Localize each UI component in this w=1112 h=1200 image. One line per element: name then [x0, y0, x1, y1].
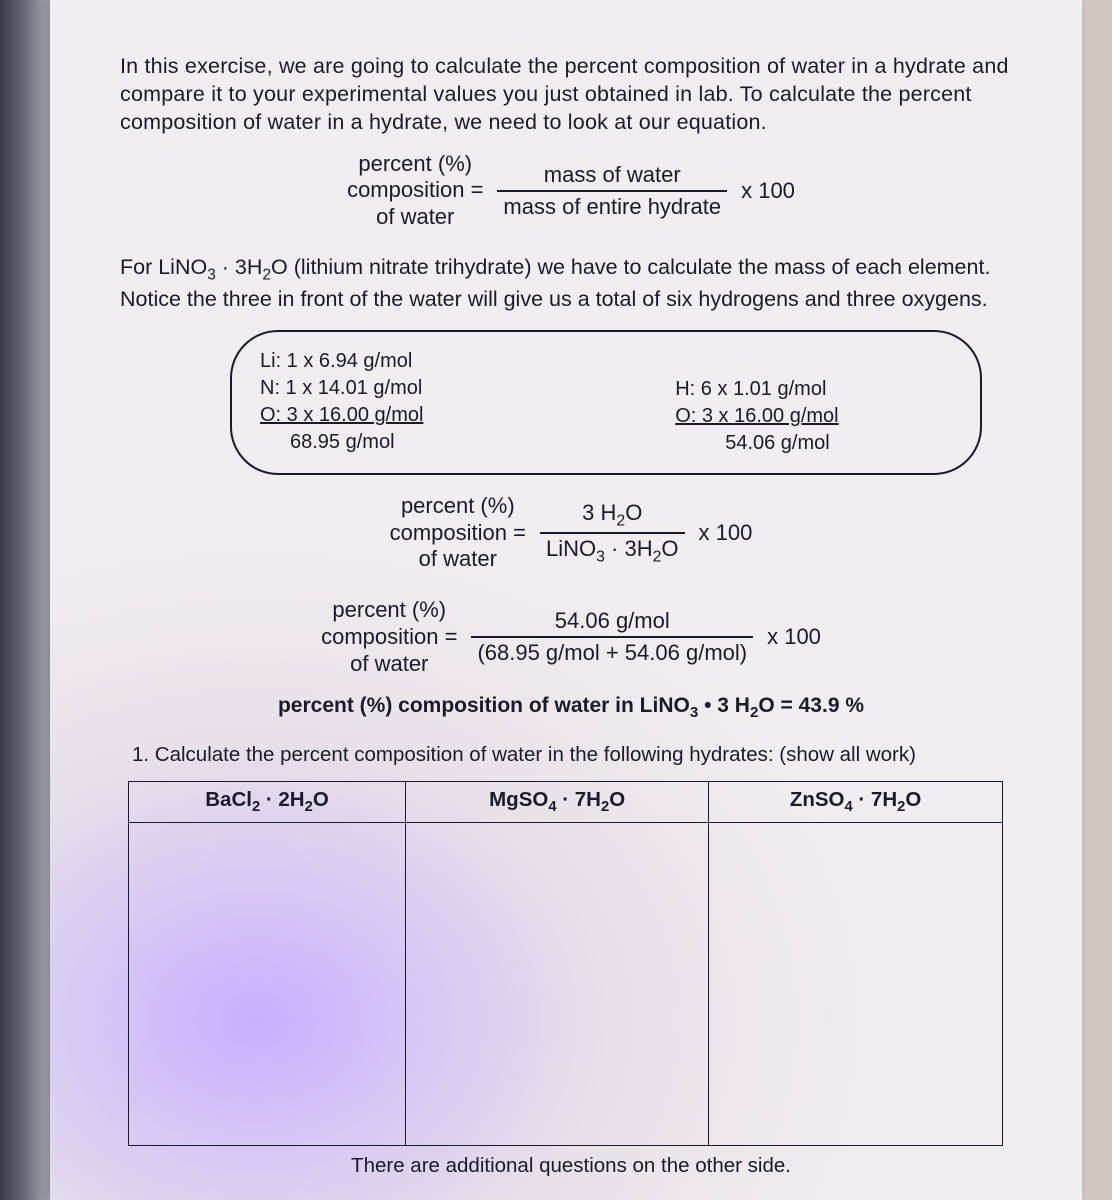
eq-suffix: x 100 [741, 178, 795, 204]
sum-left: 68.95 g/mol [290, 431, 641, 454]
explanation-paragraph: For LiNO3 · 3H2O (lithium nitrate trihyd… [120, 253, 1022, 314]
eq3-suffix: x 100 [767, 624, 821, 650]
h-row: H: 6 x 1.01 g/mol [675, 378, 952, 401]
anhydrous-column: Li: 1 x 6.94 g/mol N: 1 x 14.01 g/mol O:… [260, 346, 641, 459]
work-table: BaCl2 · 2H2O MgSO4 · 7H2O ZnSO4 · 7H2O [128, 781, 1003, 1146]
lhs-line2: composition = [347, 177, 483, 204]
o-right-row: O: 3 x 16.00 g/mol [675, 405, 952, 428]
eq2-fraction: 3 H2O LiNO3 · 3H2O [540, 498, 685, 569]
table-header-row: BaCl2 · 2H2O MgSO4 · 7H2O ZnSO4 · 7H2O [129, 781, 1003, 822]
eq2-den: LiNO3 · 3H2O [540, 534, 685, 568]
water-column: H: 6 x 1.01 g/mol O: 3 x 16.00 g/mol 54.… [675, 346, 952, 459]
eq3-lhs: percent (%) composition = of water [321, 597, 457, 677]
col-mgso4: MgSO4 · 7H2O [406, 781, 709, 822]
equation-numeric: percent (%) composition = of water 54.06… [120, 597, 1022, 677]
sum-right: 54.06 g/mol [725, 432, 952, 455]
eq2-num: 3 H2O [576, 498, 648, 532]
col-bacl2: BaCl2 · 2H2O [129, 781, 406, 822]
eq3-fraction: 54.06 g/mol (68.95 g/mol + 54.06 g/mol) [471, 606, 753, 668]
lhs-line3: of water [376, 204, 454, 231]
n-row: N: 1 x 14.01 g/mol [260, 377, 641, 400]
question-1: 1. Calculate the percent composition of … [132, 743, 1022, 767]
li-row: Li: 1 x 6.94 g/mol [260, 350, 641, 373]
equation-general: percent (%) composition = of water mass … [120, 151, 1022, 231]
mass-calculation-box: Li: 1 x 6.94 g/mol N: 1 x 14.01 g/mol O:… [230, 330, 982, 475]
equation-symbolic: percent (%) composition = of water 3 H2O… [120, 493, 1022, 573]
eq-fraction: mass of water mass of entire hydrate [497, 160, 727, 222]
eq-denominator: mass of entire hydrate [497, 192, 727, 222]
eq3-den: (68.95 g/mol + 54.06 g/mol) [471, 638, 753, 668]
table-work-row [129, 822, 1003, 1145]
eq-numerator: mass of water [538, 160, 687, 190]
intro-paragraph: In this exercise, we are going to calcul… [120, 52, 1022, 137]
result-line: percent (%) composition of water in LiNO… [120, 694, 1022, 721]
footer-note: There are additional questions on the ot… [120, 1154, 1022, 1178]
notebook-binding [0, 0, 50, 1200]
lhs-line1: percent (%) [358, 151, 472, 178]
eq2-lhs: percent (%) composition = of water [390, 493, 526, 573]
col-znso4: ZnSO4 · 7H2O [709, 781, 1003, 822]
work-cell-1 [129, 822, 406, 1145]
eq2-suffix: x 100 [699, 520, 753, 546]
worksheet-page: In this exercise, we are going to calcul… [50, 0, 1082, 1200]
eq-lhs: percent (%) composition = of water [347, 151, 483, 231]
work-cell-3 [709, 822, 1003, 1145]
eq3-num: 54.06 g/mol [549, 606, 676, 636]
o-left-row: O: 3 x 16.00 g/mol [260, 404, 641, 427]
work-cell-2 [406, 822, 709, 1145]
